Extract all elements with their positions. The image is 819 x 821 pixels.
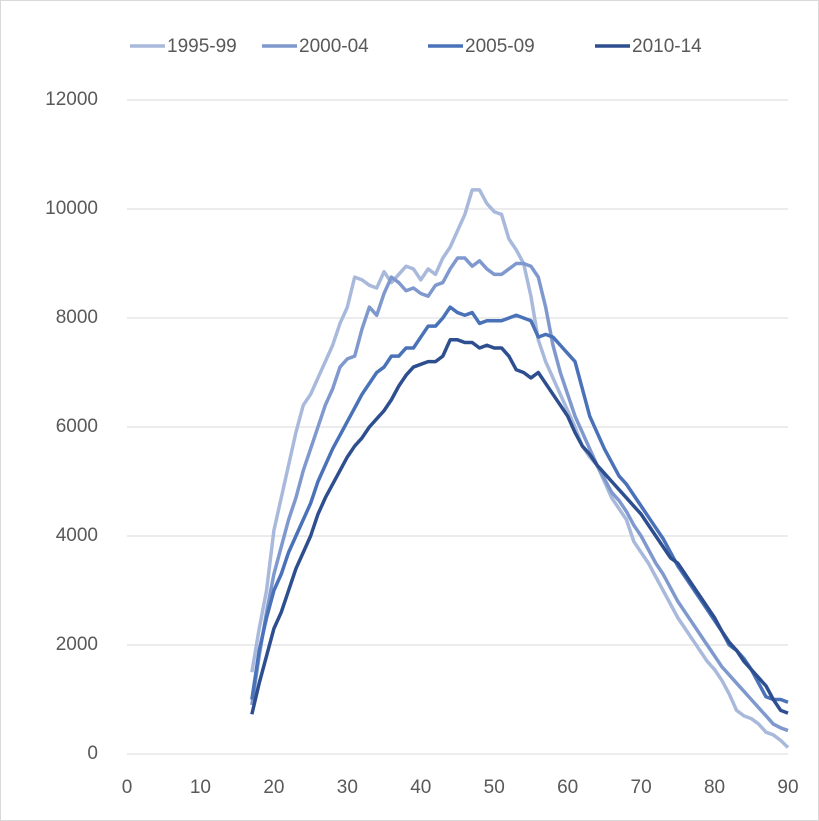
x-tick-label: 80: [704, 777, 725, 798]
legend-label: 1995-99: [167, 36, 237, 57]
x-tick-label: 20: [263, 777, 284, 798]
y-tick-label: 12000: [45, 89, 98, 110]
x-tick-label: 30: [337, 777, 358, 798]
x-tick-label: 50: [484, 777, 505, 798]
legend-label: 2000-04: [299, 36, 369, 57]
y-tick-label: 10000: [45, 198, 98, 219]
series-line: [250, 256, 789, 733]
legend-label: 2005-09: [465, 36, 535, 57]
x-tick-label: 40: [410, 777, 431, 798]
x-tick-label: 90: [777, 777, 798, 798]
y-tick-label: 6000: [56, 416, 98, 437]
legend-label: 2010-14: [632, 36, 702, 57]
x-tick-label: 0: [122, 777, 133, 798]
y-tick-label: 2000: [56, 634, 98, 655]
y-tick-label: 4000: [56, 525, 98, 546]
x-tick-label: 60: [557, 777, 578, 798]
y-tick-label: 0: [87, 743, 98, 764]
x-tick-label: 10: [190, 777, 211, 798]
series-line: [250, 188, 790, 749]
x-tick-label: 70: [631, 777, 652, 798]
y-tick-label: 8000: [56, 307, 98, 328]
series-line: [250, 338, 789, 715]
